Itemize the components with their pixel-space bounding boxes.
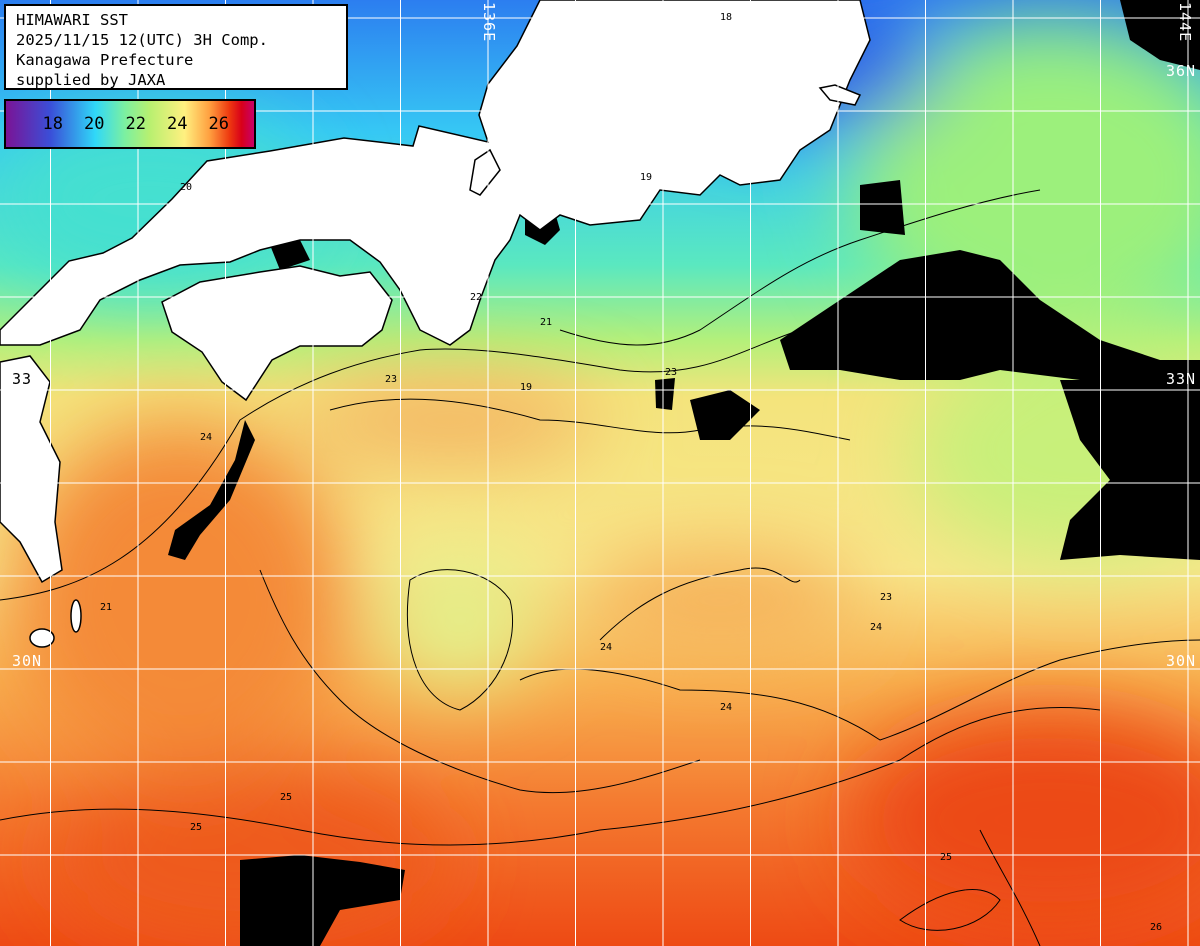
- island: [70, 599, 82, 633]
- title-line-datetime: 2025/11/15 12(UTC) 3H Comp.: [16, 31, 268, 49]
- isotherm-label: 18: [720, 12, 732, 23]
- isotherm-label: 19: [520, 382, 532, 393]
- legend-tick: 18: [42, 114, 63, 134]
- isotherm-label: 24: [200, 432, 212, 443]
- land-masses: [0, 0, 871, 648]
- isotherm-label: 25: [190, 822, 202, 833]
- isotherm-label: 26: [1150, 922, 1162, 933]
- lon-label-144e: 144E: [1176, 2, 1194, 43]
- lon-label-136e: 136E: [480, 2, 498, 43]
- isotherm-label: 21: [100, 602, 112, 613]
- isotherm-contours: [0, 189, 1200, 946]
- legend-tick: 22: [125, 114, 146, 134]
- isotherm-label: 24: [870, 622, 882, 633]
- izu-land: [818, 84, 862, 106]
- isotherm-label: 20: [180, 182, 192, 193]
- shikoku-land: [161, 265, 393, 402]
- lat-label-30n-right: 30N: [1166, 652, 1197, 670]
- isotherm-label: 24: [600, 642, 612, 653]
- isotherm-label: 25: [940, 852, 952, 863]
- lat-label-30n-left: 30N: [12, 652, 43, 670]
- lat-label-33n-left: 33: [12, 370, 33, 388]
- title-line-region: Kanagawa Prefecture: [16, 51, 194, 69]
- kyushu-land: [0, 355, 63, 584]
- lat-label-33n-right: 33N: [1166, 370, 1197, 388]
- legend-tick: 24: [167, 114, 188, 134]
- isotherm-label: 22: [470, 292, 482, 303]
- cloud-cover: [168, 0, 1200, 946]
- color-scale-legend: 18 20 22 24 26: [4, 99, 256, 149]
- isotherm-label: 21: [540, 317, 552, 328]
- isotherm-label: 23: [385, 374, 397, 385]
- honshu-land: [0, 0, 871, 346]
- legend-tick: 20: [84, 114, 105, 134]
- isotherm-label: 24: [720, 702, 732, 713]
- title-line-credit: supplied by JAXA: [16, 71, 166, 89]
- island: [29, 628, 55, 648]
- title-line-product: HIMAWARI SST: [16, 11, 128, 29]
- legend-tick: 26: [208, 114, 229, 134]
- lat-label-36n: 36N: [1166, 62, 1197, 80]
- isotherm-labels: 18 19 19 20 21 21 22 23 23 23 24 24 24 24 25 25 25 26: [100, 12, 1162, 933]
- title-box: HIMAWARI SST 2025/11/15 12(UTC) 3H Comp.…: [4, 4, 348, 90]
- isotherm-label: 25: [280, 792, 292, 803]
- isotherm-label: 19: [640, 172, 652, 183]
- isotherm-label: 23: [665, 367, 677, 378]
- isotherm-label: 23: [880, 592, 892, 603]
